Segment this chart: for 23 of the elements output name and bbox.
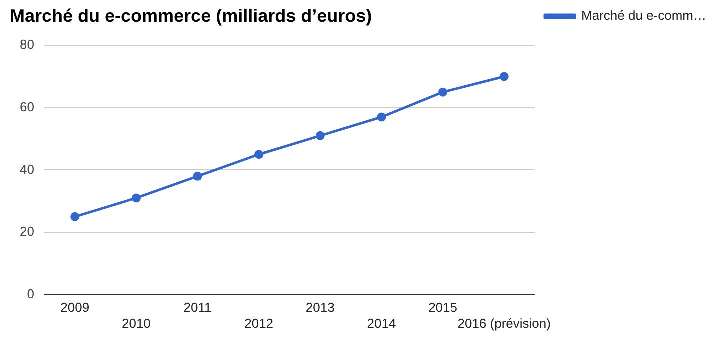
x-tick-label: 2011	[184, 300, 212, 316]
point	[254, 150, 264, 160]
x-tick-label: 2016 (prévision)	[458, 316, 551, 331]
point	[500, 72, 509, 82]
x-tick-label: 2013	[306, 300, 335, 316]
x-tick-label: 2010	[122, 316, 151, 331]
y-tick-label: 80	[20, 37, 34, 52]
legend-label: Marché du e-comm…	[582, 8, 706, 24]
point	[316, 131, 325, 140]
point	[438, 88, 448, 97]
x-tick-label: 2014	[367, 316, 396, 331]
point	[132, 194, 141, 203]
x-tick-label: 2009	[60, 300, 90, 316]
y-tick-label: 40	[20, 162, 34, 177]
point	[377, 112, 386, 122]
chart-title: Marché du e-commerce (milliards d’euros)	[10, 6, 372, 26]
point	[193, 172, 202, 181]
x-tick-label: 2012	[244, 316, 274, 331]
point	[70, 212, 80, 222]
x-tick-label: 2015	[428, 300, 458, 316]
y-tick-label: 60	[20, 99, 34, 114]
y-tick-label: 0	[27, 286, 34, 302]
y-tick-label: 20	[20, 224, 34, 240]
